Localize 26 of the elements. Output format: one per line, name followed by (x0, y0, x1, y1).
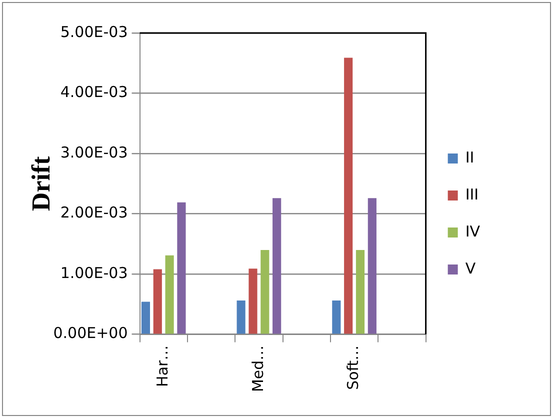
bar (272, 198, 282, 334)
bar (153, 269, 162, 334)
bar (260, 250, 270, 334)
x-tick-label: Har… (153, 345, 172, 387)
y-tick-label: 4.00E-03 (60, 83, 128, 102)
bar (236, 300, 246, 334)
legend-label: IV (465, 222, 481, 240)
bar (356, 250, 365, 334)
y-axis-title: Drift (26, 156, 56, 212)
bar (332, 300, 341, 334)
y-tick-label: 0.00E+00 (53, 324, 128, 342)
bar (177, 202, 186, 334)
bar (248, 268, 258, 334)
legend-label: III (465, 185, 479, 204)
x-tick-label: Med… (248, 345, 267, 392)
x-tick-label: Soft… (344, 345, 362, 390)
y-tick-label: 2.00E-03 (60, 204, 128, 222)
y-tick-label: 1.00E-03 (60, 264, 128, 282)
legend-label: V (465, 259, 476, 278)
y-tick-label: 5.00E-03 (60, 22, 128, 41)
bar (141, 302, 150, 334)
bar (368, 198, 376, 334)
legend-label: II (465, 148, 474, 166)
y-tick-label: 3.00E-03 (60, 143, 128, 162)
bar (165, 255, 174, 334)
bar (344, 58, 353, 334)
